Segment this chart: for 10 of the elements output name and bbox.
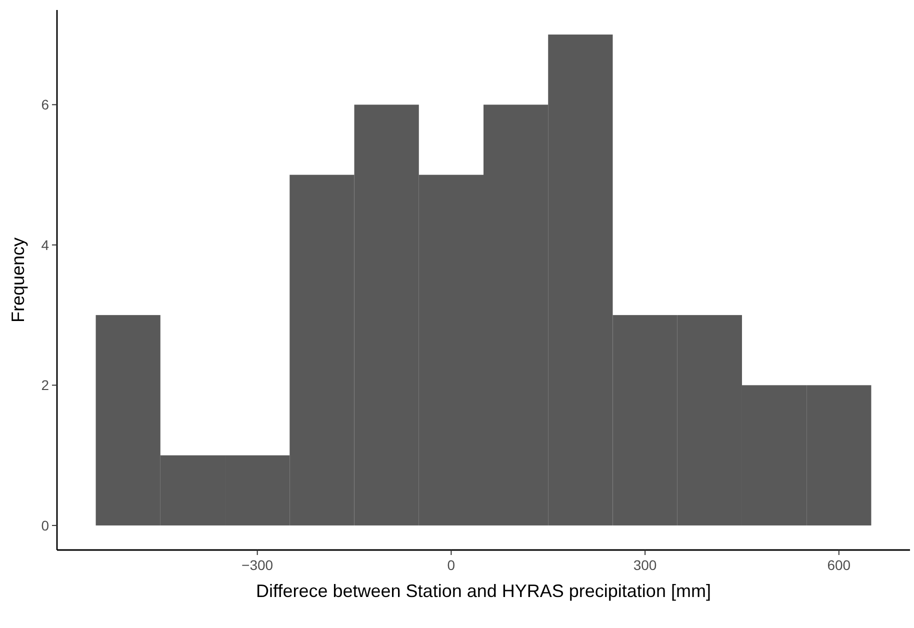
y-tick-label: 2 [41, 377, 50, 394]
y-tick-label: 4 [41, 236, 50, 253]
y-tick-label: 0 [41, 517, 50, 534]
y-axis-title: Frequency [8, 237, 28, 323]
x-tick-label: −300 [242, 557, 274, 573]
x-axis-title: Differece between Station and HYRAS precipitation [mm] [256, 581, 711, 601]
x-tick-label: 600 [827, 557, 851, 573]
x-tick-label: 300 [633, 557, 657, 573]
x-tick-label: 0 [447, 557, 456, 573]
y-tick-label: 6 [41, 96, 50, 113]
